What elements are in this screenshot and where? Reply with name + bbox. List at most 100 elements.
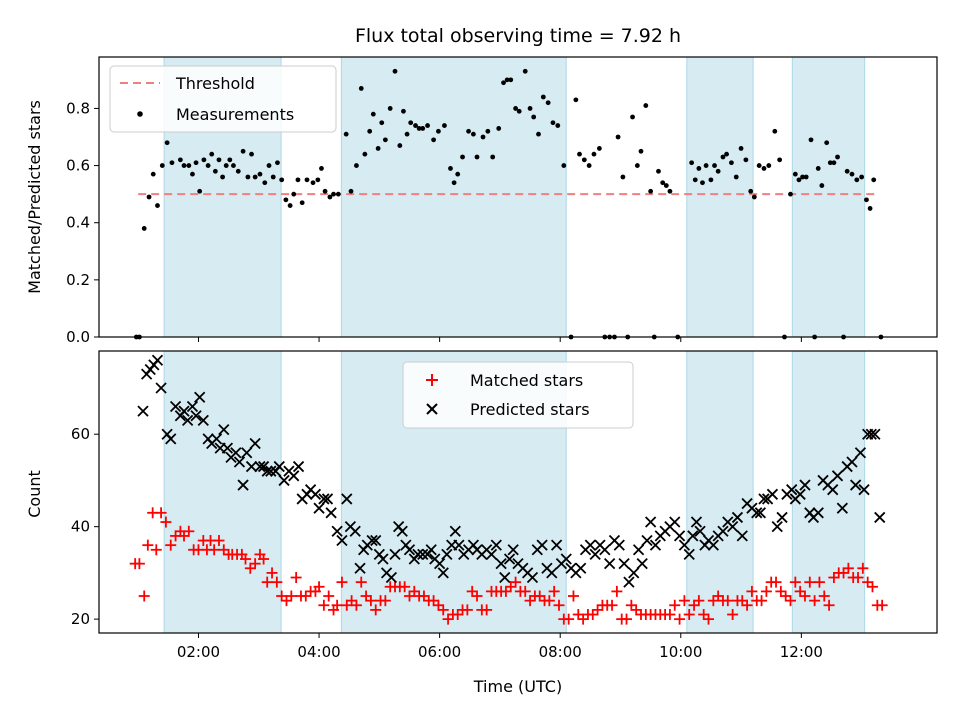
matched-star-point — [276, 590, 288, 602]
matched-star-point — [452, 609, 464, 621]
predicted-star-point — [584, 539, 596, 551]
predicted-star-point — [503, 553, 516, 565]
measurement-point — [367, 128, 373, 134]
matched-star-point — [664, 609, 676, 621]
predicted-star-point — [425, 544, 437, 556]
predicted-star-point — [766, 488, 779, 500]
matched-star-point — [678, 595, 690, 607]
matched-star-point — [155, 507, 167, 519]
measurement-point — [299, 200, 305, 206]
measurement-point — [620, 174, 626, 180]
measurement-point — [766, 163, 772, 168]
matched-star-point — [165, 539, 177, 551]
predicted-legend-swatch — [426, 403, 438, 415]
predicted-star-point — [273, 460, 285, 473]
matched-star-point — [350, 599, 362, 611]
predicted-star-point — [403, 544, 416, 556]
predicted-star-point — [194, 391, 206, 403]
predicted-star-point — [827, 484, 839, 496]
matched-star-point — [736, 595, 748, 607]
observing-window-2 — [341, 57, 567, 337]
measurement-point — [748, 188, 754, 194]
measurement-point — [634, 163, 640, 168]
matched-star-point — [630, 604, 642, 616]
matched-star-point — [842, 562, 854, 574]
measurement-point — [401, 108, 406, 114]
measurement-point — [397, 143, 403, 148]
predicted-star-point — [218, 423, 230, 436]
measurement-point — [404, 131, 410, 137]
matched-star-point — [823, 599, 835, 611]
measurement-point — [216, 157, 222, 163]
predicted-star-point — [433, 558, 446, 570]
predicted-star-point — [181, 414, 194, 426]
matched-star-point — [471, 590, 483, 602]
measurement-point — [442, 123, 447, 128]
measurement-point — [660, 180, 666, 186]
predicted-star-point — [490, 539, 502, 551]
predicted-star-point — [717, 525, 729, 537]
predicted-star-point — [366, 534, 378, 547]
measurement-point — [466, 128, 471, 134]
measurement-point — [375, 146, 381, 151]
y-axis-label: Count — [25, 470, 44, 518]
measurement-point — [819, 183, 825, 188]
matched-star-point — [857, 562, 869, 574]
measurement-point — [508, 77, 514, 83]
measurement-point — [319, 166, 324, 171]
matched-star-point — [693, 595, 705, 607]
predicted-star-point — [354, 562, 366, 574]
matched-star-point — [621, 613, 633, 625]
predicted-stars-points — [137, 354, 886, 588]
measurement-point — [615, 134, 621, 140]
measurement-point — [262, 180, 268, 186]
measurement-point — [772, 128, 778, 134]
measurement-point — [209, 151, 215, 157]
matched-star-point — [403, 590, 415, 602]
predicted-star-point — [233, 456, 246, 468]
predicted-star-point — [628, 567, 640, 579]
predicted-star-point — [604, 558, 616, 570]
predicted-star-point — [197, 414, 209, 426]
matched-star-point — [794, 585, 806, 597]
matched-star-point — [266, 567, 278, 579]
matched-star-point — [852, 572, 864, 584]
measurement-point — [867, 206, 873, 211]
matched-star-point — [770, 576, 782, 588]
measurement-point — [169, 160, 175, 166]
matched-stars-points — [129, 507, 888, 625]
predicted-star-point — [758, 493, 770, 505]
matched-star-point — [519, 585, 531, 597]
predicted-star-point — [336, 534, 348, 547]
matched-star-point — [365, 595, 377, 607]
predicted-star-point — [499, 571, 511, 584]
matched-star-point — [756, 595, 768, 607]
matched-star-point — [674, 613, 686, 625]
matched-star-point — [290, 572, 302, 584]
measurement-point — [513, 106, 518, 111]
measurement-point — [425, 123, 430, 128]
measurement-point — [451, 180, 457, 186]
measurement-point — [550, 120, 556, 126]
measurement-point — [150, 171, 156, 177]
matched-star-point — [775, 585, 787, 597]
measurement-point — [692, 177, 698, 183]
x-tick-label: 08:00 — [539, 643, 582, 661]
x-axis-label: Time (UTC) — [473, 677, 562, 696]
predicted-star-point — [618, 558, 630, 570]
matched-star-point — [370, 604, 382, 616]
matched-star-point — [876, 599, 888, 611]
matched-star-point — [780, 590, 792, 602]
matched-star-point — [399, 581, 411, 593]
y-tick-label: 0.4 — [66, 214, 90, 232]
matched-star-point — [587, 609, 599, 621]
measurement-point — [279, 177, 285, 183]
measurement-point — [470, 131, 476, 137]
matched-star-point — [722, 595, 734, 607]
matched-star-point — [510, 576, 522, 588]
measurement-point — [849, 171, 855, 177]
x-tick-label: 06:00 — [418, 643, 461, 661]
measurement-point — [295, 177, 301, 183]
predicted-star-point — [846, 456, 858, 468]
predicted-star-point — [849, 479, 862, 491]
